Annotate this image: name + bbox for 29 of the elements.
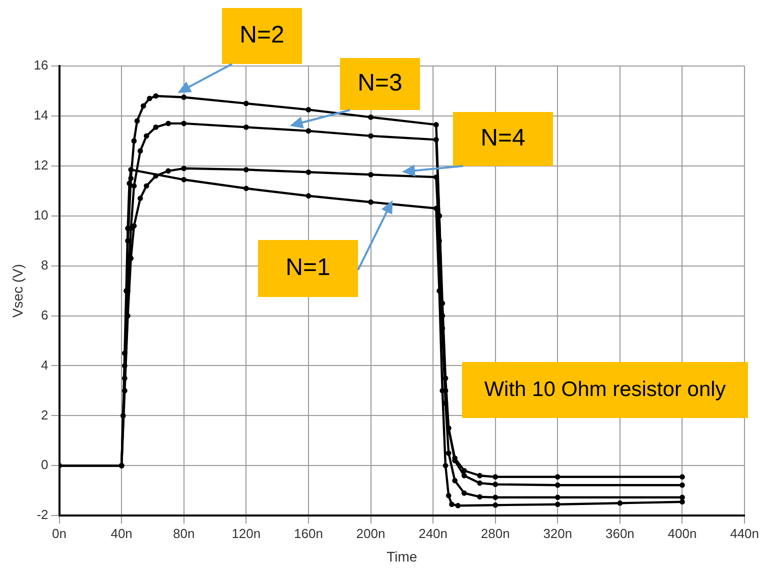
x-axis-title: Time [386, 548, 418, 564]
text: N=2 [240, 22, 284, 49]
x-tick-label: 400n [668, 526, 697, 541]
x-tick-label: 200n [356, 526, 386, 541]
y-tick-label: 14 [34, 108, 48, 123]
x-tick-label: 120n [232, 526, 261, 541]
x-tick-label: 280n [480, 526, 510, 541]
y-axis-title: Vsec (V) [9, 264, 26, 318]
x-tick-label: 80n [173, 526, 195, 541]
y-tick-label: 4 [41, 357, 48, 372]
x-tick-label: 360n [605, 526, 634, 541]
x-tick-label: 240n [418, 526, 448, 541]
series-label: N=3 [358, 70, 402, 97]
y-tick-label: 0 [41, 457, 48, 472]
x-tick-label: 0n [52, 526, 66, 541]
text: N=1 [286, 254, 330, 282]
y-tick-label: 16 [34, 58, 48, 73]
y-tick-label: 10 [34, 207, 48, 222]
y-tick-label: 2 [41, 407, 48, 422]
x-tick-label: 40n [110, 526, 132, 541]
x-tick-label: 160n [294, 526, 323, 541]
y-tick-label: 12 [34, 157, 48, 172]
x-tick-label: 440n [730, 526, 759, 541]
x-tick-label: 320n [543, 526, 572, 541]
y-tick-label: 6 [41, 307, 48, 322]
y-tick-label: -2 [36, 507, 48, 522]
text: N=4 [480, 124, 526, 152]
y-tick-label: 8 [41, 257, 48, 272]
annotation: With 10 Ohm resistor only [484, 378, 726, 401]
